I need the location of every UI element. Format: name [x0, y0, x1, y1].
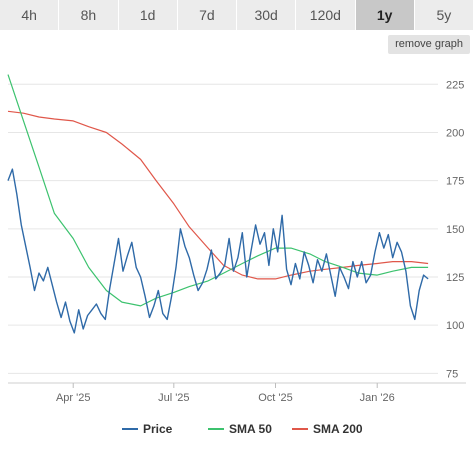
range-tab-1d[interactable]: 1d	[118, 0, 178, 30]
chart-axes: 75 100 125 150 175 200 225 Apr '25 Jul '25 Oct '2…	[8, 79, 466, 404]
remove-graph-button[interactable]: remove graph	[388, 35, 470, 54]
series-line-price	[7, 168, 429, 334]
chart-series	[7, 74, 429, 334]
chart-legend: Price SMA 50 SMA 200	[122, 422, 363, 436]
legend-label[interactable]: SMA 50	[229, 422, 272, 436]
chart-gridlines	[8, 83, 438, 374]
x-tick-label: Jan '26	[360, 392, 395, 404]
range-tab-7d[interactable]: 7d	[177, 0, 237, 30]
series-line-sma-50	[7, 74, 429, 307]
legend-label[interactable]: SMA 200	[313, 422, 363, 436]
y-tick-label: 175	[446, 176, 464, 188]
y-tick-label: 225	[446, 79, 464, 91]
range-tab-5y[interactable]: 5y	[414, 0, 474, 30]
range-tab-8h[interactable]: 8h	[59, 0, 119, 30]
range-tab-30d[interactable]: 30d	[237, 0, 297, 30]
range-tab-120d[interactable]: 120d	[296, 0, 356, 30]
legend-label[interactable]: Price	[143, 422, 173, 436]
y-tick-label: 125	[446, 272, 464, 284]
range-tab-1y[interactable]: 1y	[355, 0, 415, 30]
y-tick-label: 100	[446, 320, 464, 332]
x-tick-label: Oct '25	[258, 392, 293, 404]
y-tick-label: 75	[446, 368, 458, 380]
range-tab-4h[interactable]: 4h	[0, 0, 60, 30]
x-tick-label: Jul '25	[158, 392, 189, 404]
y-tick-label: 150	[446, 224, 464, 236]
time-range-selector: 4h 8h 1d 7d 30d 120d 1y 5y	[0, 0, 474, 30]
y-tick-label: 200	[446, 127, 464, 139]
x-tick-label: Apr '25	[56, 392, 91, 404]
series-line-sma-200	[7, 110, 429, 280]
